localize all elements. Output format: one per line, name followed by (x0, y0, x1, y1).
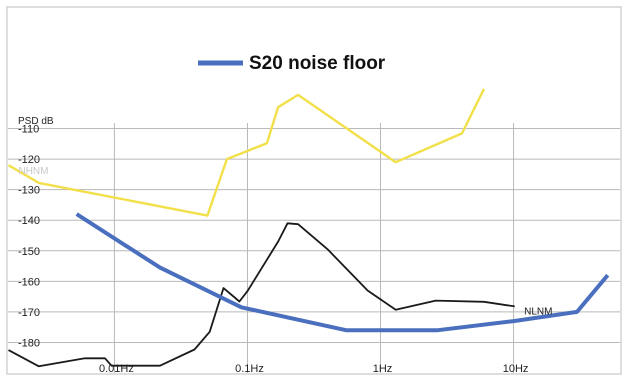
grid (8, 123, 620, 373)
y-tick-label: -170 (18, 307, 40, 319)
x-tick-label: 0.1Hz (235, 363, 264, 375)
y-tick-label: -150 (18, 246, 40, 258)
series-line-s20-noise-floor (75, 212, 610, 333)
y-tick-label: -110 (18, 124, 39, 136)
chart-frame (6, 6, 622, 375)
x-tick-label: 0.01Hz (99, 363, 134, 375)
annotations: NHNM NLNM (18, 166, 552, 318)
annotation-nhnm: NHNM (18, 166, 48, 177)
y-tick-label: -180 (18, 337, 40, 349)
legend: S20 noise floor (198, 53, 386, 74)
x-tick-label: 10Hz (503, 363, 529, 375)
y-tick-label: -130 (18, 185, 40, 197)
y-tick-label: -140 (18, 215, 40, 227)
series-line-nhnm (7, 88, 486, 217)
x-tick-label: 1Hz (373, 363, 393, 375)
legend-label-s20: S20 noise floor (249, 53, 386, 74)
series-line-nlnm (8, 222, 515, 368)
y-tick-label: -160 (18, 276, 40, 288)
series-group (7, 88, 610, 368)
annotation-nlnm: NLNM (524, 307, 552, 318)
y-axis-label: PSD dB (18, 116, 54, 127)
y-tick-label: -120 (18, 154, 40, 166)
